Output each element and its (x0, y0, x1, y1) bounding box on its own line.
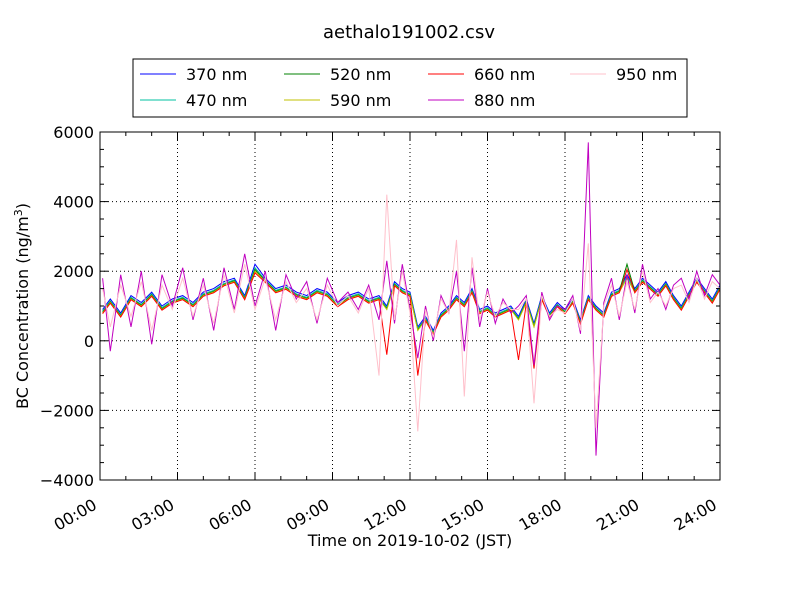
y-tick-label: 2000 (53, 262, 94, 281)
series-line-660-nm (102, 267, 721, 376)
y-tick-label: 4000 (53, 193, 94, 212)
axis-ticks (99, 131, 721, 481)
series-lines (102, 142, 721, 456)
y-tick-label: 6000 (53, 123, 94, 142)
legend-label: 950 nm (616, 65, 677, 84)
legend: 370 nm 470 nm 520 nm 590 nm 660 nm 880 nm 950 … (132, 58, 688, 118)
legend-label: 370 nm (186, 65, 247, 84)
y-tick-label: −4000 (40, 471, 94, 490)
series-line-520-nm (102, 262, 721, 335)
y-tick-label: −2000 (40, 401, 94, 420)
series-line-950-nm (102, 194, 721, 432)
series-line-880-nm (102, 142, 721, 456)
legend-label: 590 nm (330, 91, 391, 110)
x-axis-label: Time on 2019-10-02 (JST) (307, 531, 512, 550)
legend-box (132, 58, 688, 118)
y-axis-label-superscript: 3 (12, 209, 25, 216)
y-tick-label: 0 (84, 332, 94, 351)
legend-label: 880 nm (474, 91, 535, 110)
chart-title: aethalo191002.csv (323, 22, 495, 43)
legend-label: 520 nm (330, 65, 391, 84)
legend-label: 660 nm (474, 65, 535, 84)
legend-label: 470 nm (186, 91, 247, 110)
y-axis-label: BC Concentration (ng/m3) (12, 203, 32, 409)
y-axis-label-main: BC Concentration (ng/m (13, 216, 32, 409)
y-axis-label-tail: ) (13, 203, 32, 209)
y-tick-labels: −4000 −2000 0 2000 4000 6000 (40, 123, 94, 490)
grid-lines (100, 132, 720, 480)
